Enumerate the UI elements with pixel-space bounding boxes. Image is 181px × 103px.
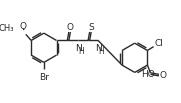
Text: N: N <box>96 44 102 53</box>
Text: H: H <box>78 47 84 56</box>
Text: HO: HO <box>141 70 155 79</box>
Text: N: N <box>75 44 82 53</box>
Text: Br: Br <box>39 73 49 82</box>
Text: S: S <box>88 23 94 32</box>
Text: CH₃: CH₃ <box>0 24 14 33</box>
Text: O: O <box>67 23 74 32</box>
Text: O: O <box>159 71 166 80</box>
Text: Cl: Cl <box>155 39 163 48</box>
Text: O: O <box>20 22 27 31</box>
Text: H: H <box>98 47 104 56</box>
